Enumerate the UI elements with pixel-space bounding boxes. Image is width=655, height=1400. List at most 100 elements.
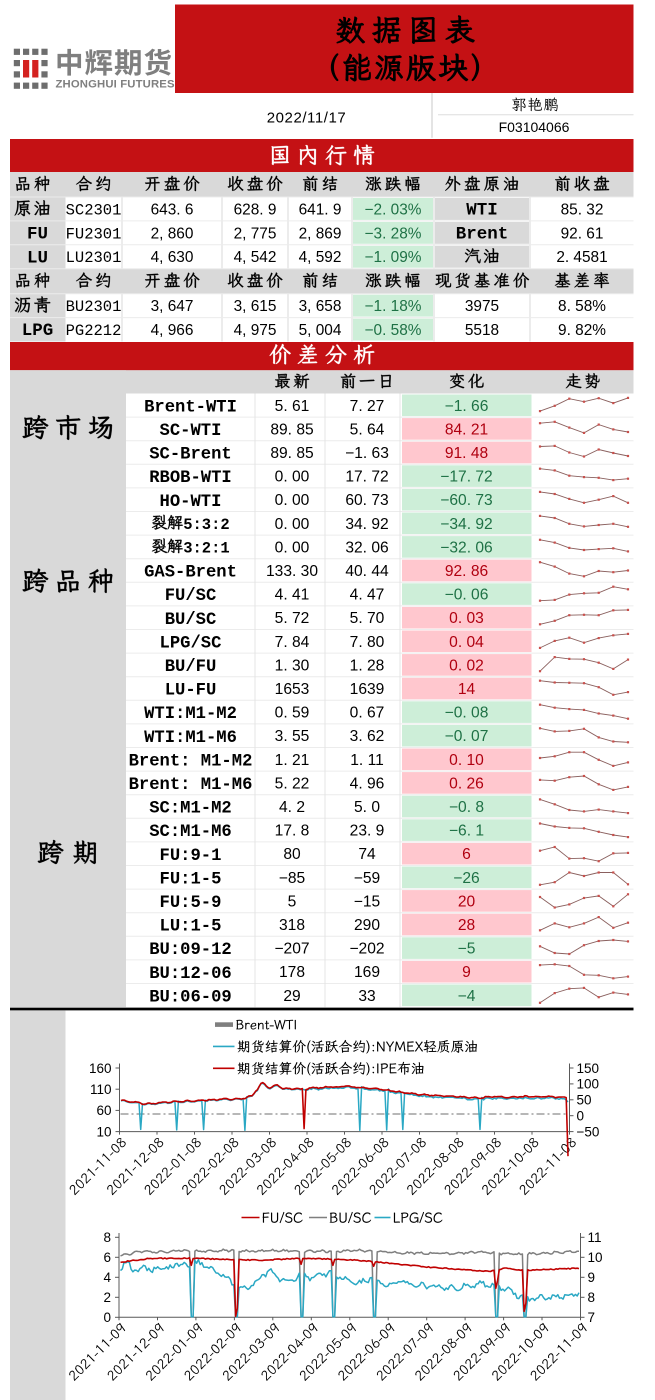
svg-text:34. 92: 34. 92 [345,516,388,533]
svg-text:643. 6: 643. 6 [151,201,194,218]
svg-text:7: 7 [588,1310,596,1325]
svg-text:−60. 73: −60. 73 [440,492,492,509]
svg-text:SC:M1-M6: SC:M1-M6 [149,823,232,842]
svg-text:89. 85: 89. 85 [270,445,314,462]
svg-text:8: 8 [588,1290,596,1305]
svg-text:50: 50 [577,1093,592,1108]
svg-text:10: 10 [588,1250,603,1265]
svg-text:LU:1-5: LU:1-5 [160,918,222,937]
svg-text:1. 11: 1. 11 [350,752,384,769]
svg-text:1. 28: 1. 28 [350,657,385,674]
svg-text:ZHONGHUI FUTURES: ZHONGHUI FUTURES [56,79,175,91]
svg-text:3. 62: 3. 62 [350,728,385,745]
svg-text:−2. 03%: −2. 03% [365,201,422,218]
svg-text:7. 27: 7. 27 [350,398,385,415]
svg-text:150: 150 [577,1061,600,1076]
svg-text:28: 28 [458,917,475,934]
svg-text:9: 9 [588,1270,596,1285]
svg-text:FU/SC: FU/SC [165,587,217,606]
svg-text:14: 14 [458,681,476,698]
svg-text:LU: LU [27,248,48,268]
svg-text:11: 11 [588,1230,602,1245]
svg-text:4. 2: 4. 2 [279,799,305,816]
svg-text:−6. 1: −6. 1 [449,823,484,840]
svg-text:−0. 8: −0. 8 [449,799,484,816]
svg-text:4, 630: 4, 630 [151,249,194,266]
svg-text:LU2301: LU2301 [66,249,122,267]
svg-text:5. 72: 5. 72 [275,610,310,627]
svg-text:4, 966: 4, 966 [151,322,194,339]
svg-text:BU/FU: BU/FU [165,658,217,677]
svg-text:−26: −26 [453,870,479,887]
svg-text:F03104066: F03104066 [499,119,570,135]
svg-text:5, 004: 5, 004 [299,322,342,339]
svg-text:5:3:2: 5:3:2 [183,516,230,534]
svg-text:WTI:M1-M2: WTI:M1-M2 [144,705,237,724]
svg-text:−0. 06: −0. 06 [445,587,489,604]
svg-text:LPG: LPG [22,321,54,341]
svg-text:0. 00: 0. 00 [275,469,310,486]
svg-text:1653: 1653 [275,681,310,698]
svg-text:FU:1-5: FU:1-5 [160,870,222,889]
svg-text:PG2212: PG2212 [66,322,122,340]
svg-text:641. 9: 641. 9 [299,201,342,218]
svg-text:7. 84: 7. 84 [275,634,310,651]
svg-text:8. 58%: 8. 58% [558,298,606,315]
svg-text:178: 178 [279,964,305,981]
svg-text:0. 03: 0. 03 [449,610,484,627]
svg-text:SC-WTI: SC-WTI [160,422,222,441]
svg-text:4, 975: 4, 975 [234,322,277,339]
svg-text:−3. 28%: −3. 28% [365,225,422,242]
svg-text:0. 02: 0. 02 [449,657,484,674]
svg-text:Brent: M1-M6: Brent: M1-M6 [129,776,253,795]
svg-text:8: 8 [103,1230,111,1245]
svg-text:3, 658: 3, 658 [299,298,342,315]
svg-text:169: 169 [354,964,380,981]
svg-text:4. 41: 4. 41 [275,587,310,604]
svg-text:4, 542: 4, 542 [234,249,277,266]
svg-text:−207: −207 [274,941,309,958]
svg-text:23. 9: 23. 9 [350,823,385,840]
svg-text:92. 61: 92. 61 [561,225,604,242]
svg-text:−15: −15 [354,893,381,910]
svg-text:7. 80: 7. 80 [350,634,385,651]
svg-text:−59: −59 [354,870,380,887]
svg-text:LPG/SC: LPG/SC [160,634,222,653]
svg-text:−4: −4 [458,988,476,1005]
svg-text:BU2301: BU2301 [66,298,122,316]
svg-text:3975: 3975 [465,298,499,315]
svg-text:10: 10 [96,1124,111,1139]
svg-text:−85: −85 [279,870,306,887]
svg-text:110: 110 [90,1082,112,1097]
svg-text:−17. 72: −17. 72 [440,469,492,486]
svg-text:40. 44: 40. 44 [345,563,389,580]
svg-text:HO-WTI: HO-WTI [160,493,222,512]
svg-text:WTI:M1-M6: WTI:M1-M6 [144,729,237,748]
svg-text:5. 22: 5. 22 [275,775,310,792]
svg-text:6: 6 [103,1250,111,1265]
svg-text:2, 869: 2, 869 [299,225,342,242]
svg-text:SC-Brent: SC-Brent [149,446,232,465]
svg-text:−1. 66: −1. 66 [445,398,489,415]
svg-text:RBOB-WTI: RBOB-WTI [149,469,232,488]
svg-text:−0. 58%: −0. 58% [365,322,422,339]
svg-text:17. 8: 17. 8 [275,823,310,840]
svg-text:9: 9 [462,964,471,981]
svg-text:5518: 5518 [465,322,499,339]
svg-text:89. 85: 89. 85 [270,421,314,438]
svg-text:0. 00: 0. 00 [275,492,310,509]
svg-text:FU: FU [27,225,48,245]
svg-text:100: 100 [577,1077,600,1092]
svg-text:3, 615: 3, 615 [234,298,277,315]
svg-text:FU2301: FU2301 [66,225,122,243]
svg-text:4: 4 [103,1270,111,1285]
svg-text:29: 29 [283,988,300,1005]
svg-text:60. 73: 60. 73 [345,492,388,509]
svg-text:0. 10: 0. 10 [449,752,484,769]
svg-text:0: 0 [577,1109,585,1124]
svg-text:133. 30: 133. 30 [266,563,318,580]
svg-text:LU-FU: LU-FU [165,682,217,701]
svg-text:32. 06: 32. 06 [345,539,388,556]
svg-text:0: 0 [103,1310,111,1325]
svg-text:628. 9: 628. 9 [234,201,277,218]
